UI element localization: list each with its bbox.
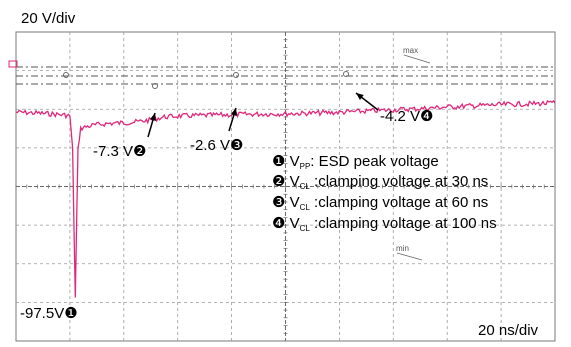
voltage-trace: [15, 99, 556, 298]
arrow-v60-head: [230, 108, 237, 116]
measure-point-3: [63, 72, 69, 78]
legend-entry: ❹ VCL :clamping voltage at 100 ns: [272, 215, 497, 233]
vertical-scale-label: 20 V/div: [21, 10, 76, 27]
annotation-layer: -97.5V❶ -7.3 V❷ -2.6 V❸ -4.2 V❹: [20, 71, 433, 322]
arrow-v30-head: [149, 113, 156, 121]
min-marker-leader: [396, 252, 423, 261]
max-marker-leader: [403, 54, 431, 64]
arrow-v100-head: [356, 93, 364, 100]
annotation-v30: -7.3 V❷: [93, 143, 146, 160]
trace-layer: [8, 60, 556, 298]
grid: [15, 31, 556, 342]
measure-point-0: [152, 83, 158, 89]
horizontal-scale-label: 20 ns/div: [478, 322, 539, 339]
trigger-marker: [8, 60, 18, 68]
annotation-v60: -2.6 V❸: [190, 137, 243, 154]
max-marker-label: max: [403, 46, 418, 55]
legend: ❶ VPP: ESD peak voltage ❷ VCL :clamping v…: [272, 153, 497, 233]
annotation-vpp: -97.5V❶: [20, 305, 78, 322]
measure-point-2: [343, 71, 349, 77]
min-marker-label: min: [396, 244, 409, 253]
marker-layer: max min: [16, 46, 555, 261]
legend-entry: ❶ VPP: ESD peak voltage: [272, 153, 439, 171]
measure-point-1: [233, 72, 239, 78]
legend-entry: ❷ VCL :clamping voltage at 30 ns: [272, 173, 488, 191]
annotation-v100: -4.2 V❹: [380, 108, 433, 125]
legend-entry: ❸ VCL :clamping voltage at 60 ns: [272, 194, 488, 212]
